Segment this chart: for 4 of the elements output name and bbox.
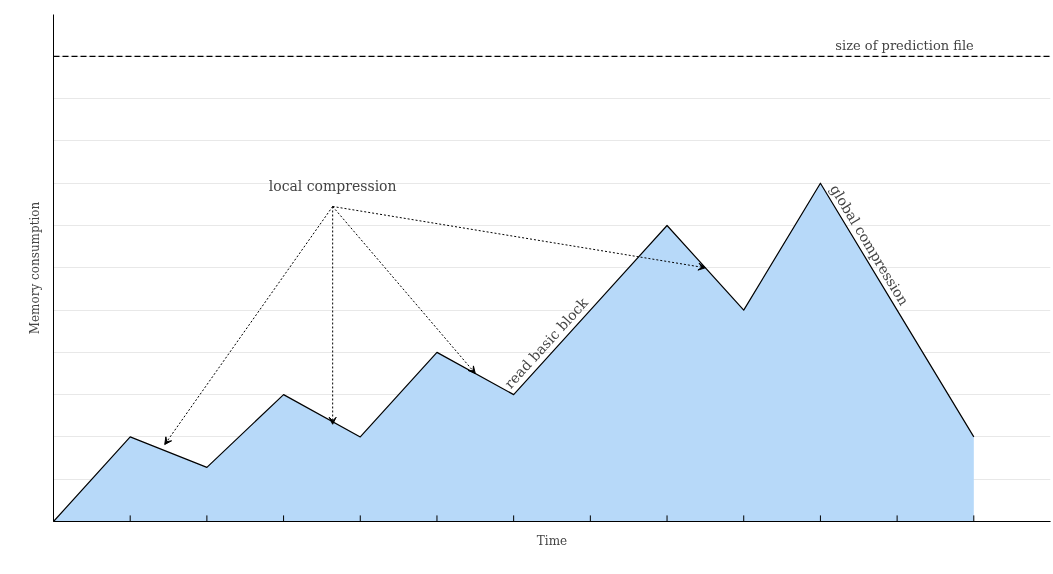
ref-line-label: size of prediction file — [835, 38, 975, 54]
annotation: local compression — [268, 177, 397, 194]
x-axis-title: Time — [536, 533, 568, 548]
y-axis-title: Memory consumption — [27, 201, 42, 335]
